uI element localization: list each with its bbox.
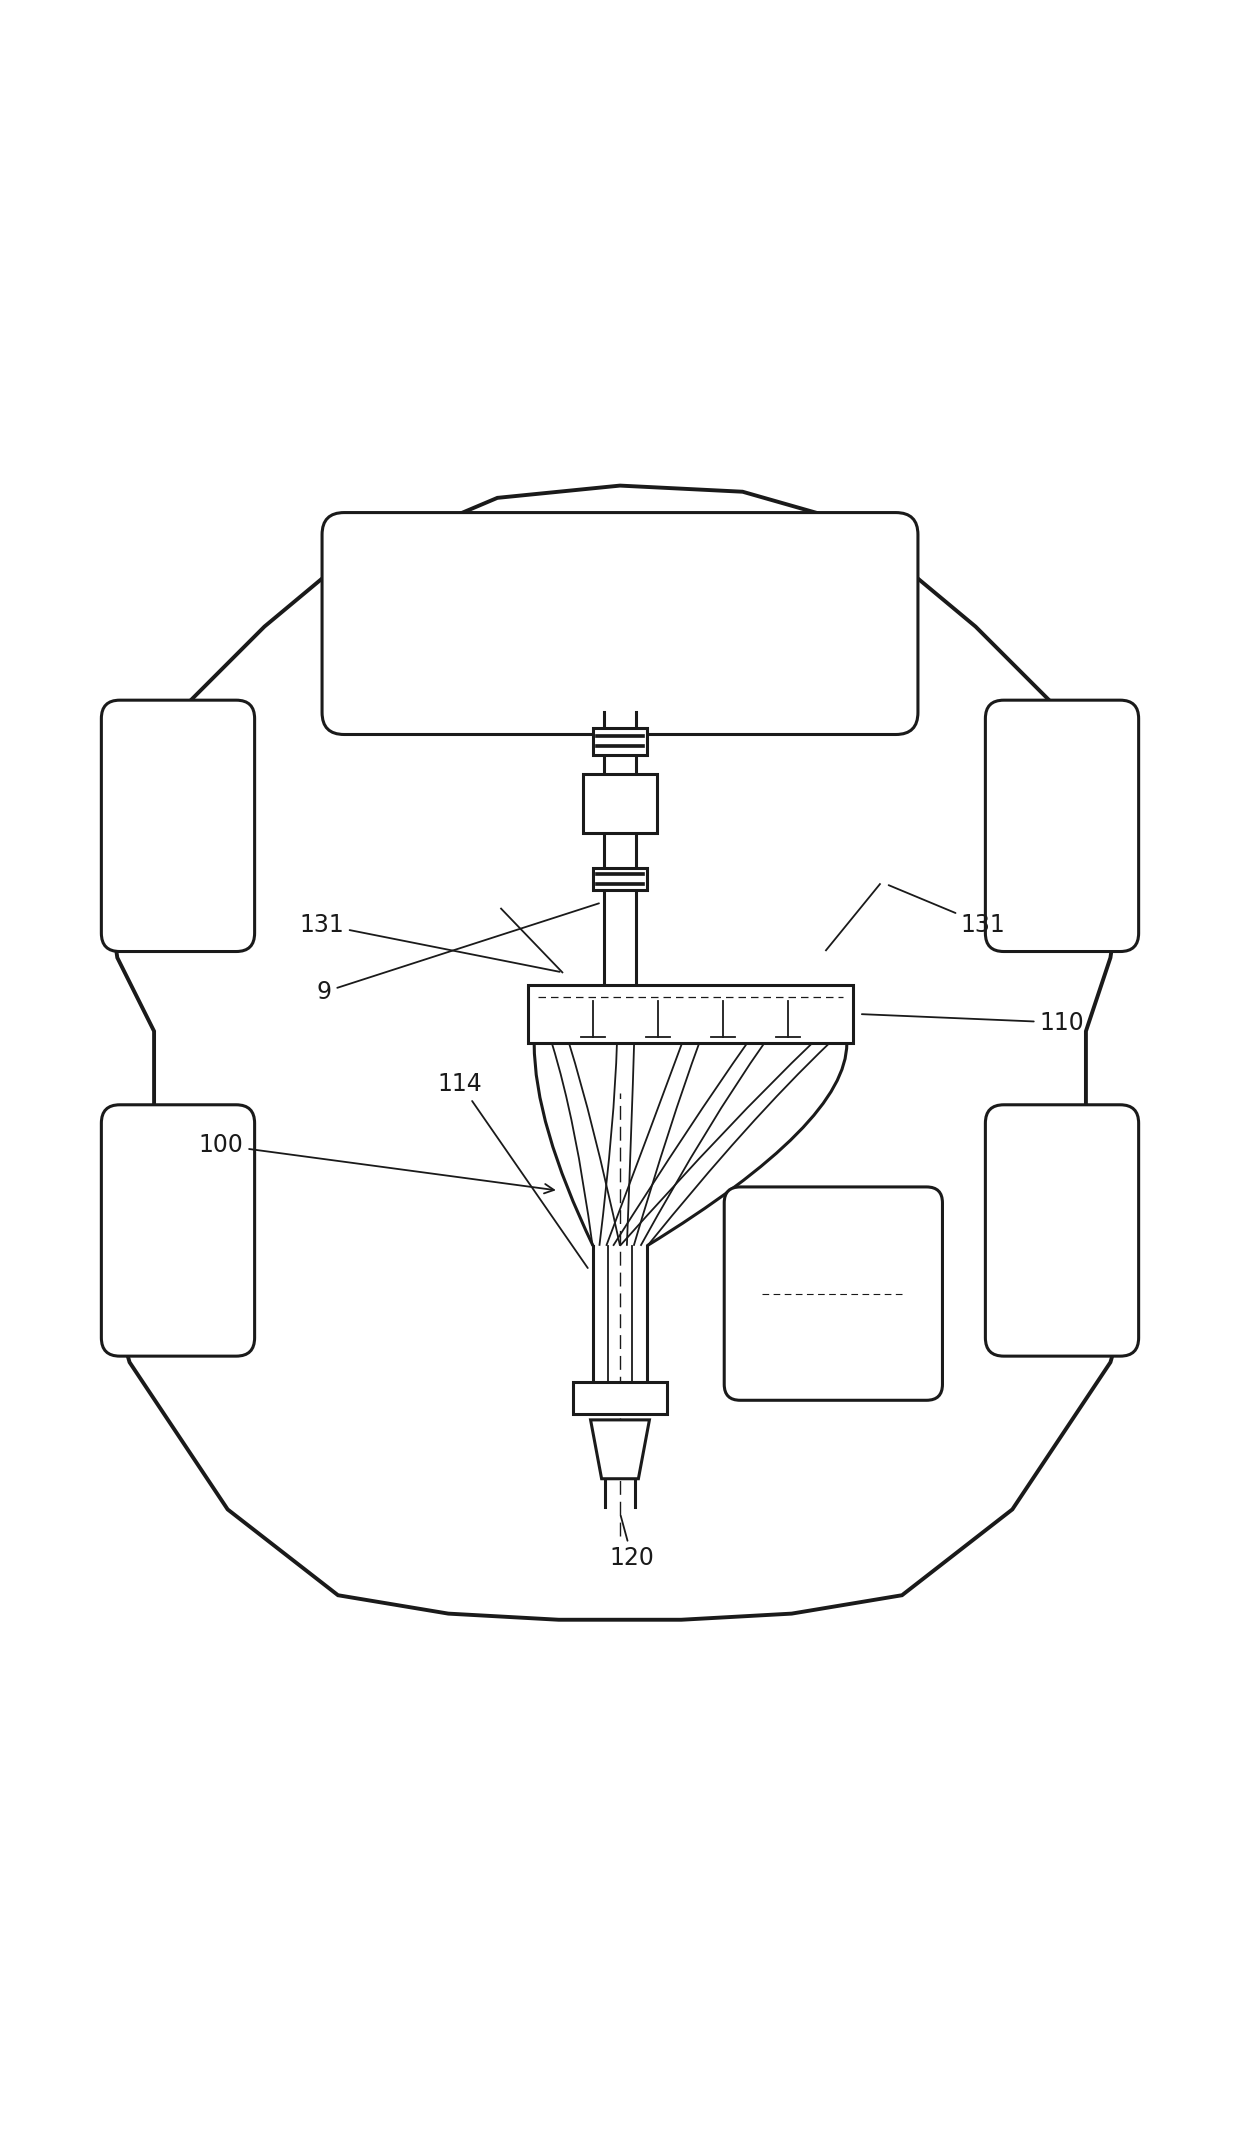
- Text: 114: 114: [438, 1072, 588, 1269]
- FancyBboxPatch shape: [724, 1188, 942, 1401]
- Bar: [593, 867, 647, 891]
- Bar: [573, 1382, 667, 1414]
- Text: 100: 100: [198, 1134, 554, 1194]
- Text: 120: 120: [610, 1517, 655, 1570]
- Polygon shape: [590, 1420, 650, 1478]
- Text: 9: 9: [317, 904, 599, 1004]
- FancyBboxPatch shape: [102, 701, 254, 951]
- FancyBboxPatch shape: [986, 701, 1138, 951]
- Text: 131: 131: [299, 912, 559, 972]
- Bar: [593, 728, 647, 756]
- Text: 110: 110: [862, 1010, 1084, 1034]
- FancyBboxPatch shape: [102, 1104, 254, 1356]
- FancyBboxPatch shape: [322, 513, 918, 735]
- FancyBboxPatch shape: [986, 1104, 1138, 1356]
- Text: 131: 131: [889, 884, 1006, 936]
- Bar: [528, 985, 853, 1045]
- Polygon shape: [105, 485, 1135, 1619]
- Bar: [583, 773, 657, 833]
